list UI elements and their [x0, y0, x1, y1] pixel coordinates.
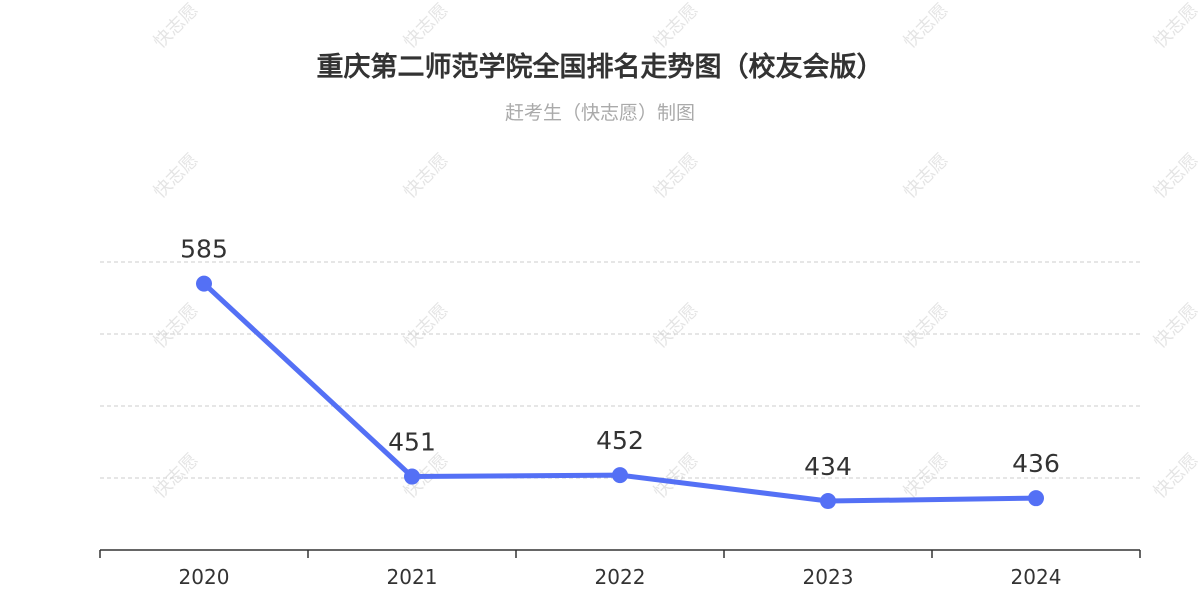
- watermark-text: 快志愿: [1150, 150, 1200, 203]
- data-point: [196, 275, 212, 292]
- watermark-text: 快志愿: [150, 0, 203, 53]
- series-layer: [196, 275, 1044, 510]
- watermark-text: 快志愿: [150, 450, 203, 503]
- watermark-text: 快志愿: [900, 0, 953, 53]
- x-axis: 2020 2021 2022 2023 2024: [99, 549, 1141, 589]
- watermark-text: 快志愿: [400, 0, 453, 53]
- watermark-text: 快志愿: [650, 300, 703, 353]
- x-tick-label: 2021: [387, 565, 438, 589]
- x-tick-label: 2023: [803, 565, 854, 589]
- data-label: 585: [180, 235, 228, 264]
- watermark-text: 快志愿: [1150, 300, 1200, 353]
- chart-title: 重庆第二师范学院全国排名走势图（校友会版）: [317, 51, 884, 83]
- watermark-text: 快志愿: [900, 300, 953, 353]
- data-point: [404, 468, 420, 485]
- watermark-text: 快志愿: [400, 300, 453, 353]
- watermark-text: 快志愿: [150, 150, 203, 203]
- watermark-text: 快志愿: [400, 150, 453, 203]
- grid-lines: [100, 261, 1140, 551]
- watermark-text: 快志愿: [1150, 450, 1200, 503]
- x-tick-label: 2022: [595, 565, 646, 589]
- data-label: 434: [804, 452, 852, 481]
- data-point: [612, 467, 628, 484]
- watermark-text: 快志愿: [650, 0, 703, 53]
- data-point: [1028, 490, 1044, 507]
- x-tick-label: 2020: [179, 565, 230, 589]
- watermark-text: 快志愿: [150, 300, 203, 353]
- data-label: 451: [388, 428, 436, 457]
- data-label: 452: [596, 426, 644, 455]
- watermark-text: 快志愿: [1150, 0, 1200, 53]
- watermark-text: 快志愿: [900, 450, 953, 503]
- data-label: 436: [1012, 449, 1060, 478]
- data-labels: 585 451 452 434 436: [180, 235, 1060, 481]
- x-tick-label: 2024: [1011, 565, 1062, 589]
- chart-subtitle: 赶考生（快志愿）制图: [505, 102, 695, 124]
- watermark-text: 快志愿: [650, 450, 703, 503]
- watermark-text: 快志愿: [900, 150, 953, 203]
- watermark-text: 快志愿: [650, 150, 703, 203]
- data-point: [820, 493, 836, 510]
